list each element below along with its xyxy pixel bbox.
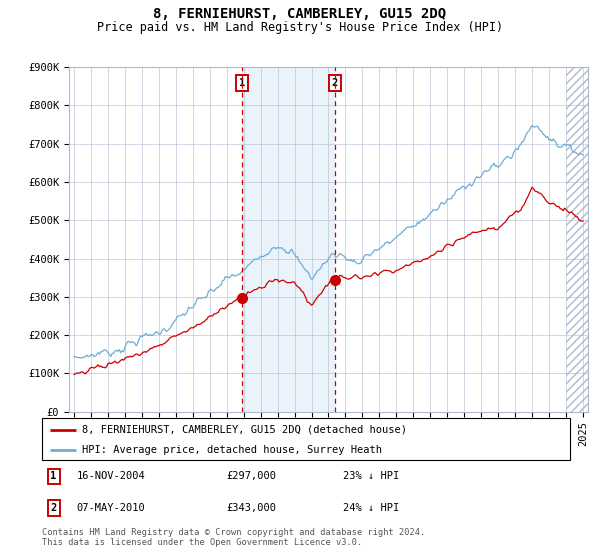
Text: HPI: Average price, detached house, Surrey Heath: HPI: Average price, detached house, Surr… <box>82 445 382 455</box>
Text: £297,000: £297,000 <box>227 472 277 482</box>
Text: 07-MAY-2010: 07-MAY-2010 <box>76 503 145 513</box>
FancyBboxPatch shape <box>42 418 570 460</box>
Bar <box>566 67 588 412</box>
Text: 2: 2 <box>331 78 338 88</box>
Text: 24% ↓ HPI: 24% ↓ HPI <box>343 503 399 513</box>
Text: 1: 1 <box>239 78 245 88</box>
Text: 23% ↓ HPI: 23% ↓ HPI <box>343 472 399 482</box>
Text: £343,000: £343,000 <box>227 503 277 513</box>
Text: 1: 1 <box>50 472 57 482</box>
Text: 16-NOV-2004: 16-NOV-2004 <box>76 472 145 482</box>
Text: Price paid vs. HM Land Registry's House Price Index (HPI): Price paid vs. HM Land Registry's House … <box>97 21 503 34</box>
Text: 2: 2 <box>50 503 57 513</box>
Text: 8, FERNIEHURST, CAMBERLEY, GU15 2DQ: 8, FERNIEHURST, CAMBERLEY, GU15 2DQ <box>154 7 446 21</box>
Bar <box>242 67 335 412</box>
Text: Contains HM Land Registry data © Crown copyright and database right 2024.
This d: Contains HM Land Registry data © Crown c… <box>42 528 425 547</box>
Text: 8, FERNIEHURST, CAMBERLEY, GU15 2DQ (detached house): 8, FERNIEHURST, CAMBERLEY, GU15 2DQ (det… <box>82 424 407 435</box>
